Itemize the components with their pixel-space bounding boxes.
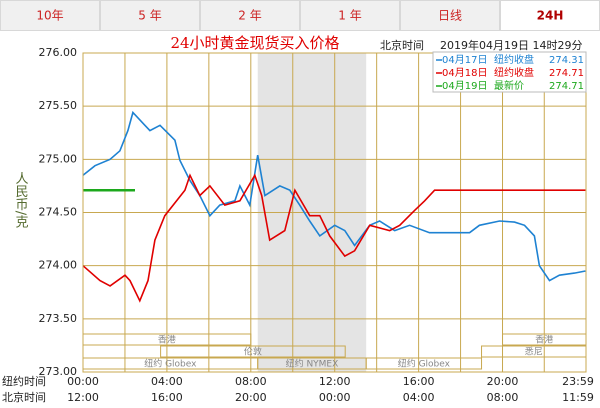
legend-name: 04月17日 [442, 54, 487, 66]
session-label: 悉尼 [525, 346, 543, 358]
tab-label[interactable]: 24H [537, 9, 564, 23]
tab-bar: 10年 5 年 2 年 1 年 日线 24H [0, 0, 600, 31]
x-row-label: 北京时间 [2, 390, 46, 404]
x-tick-label: 00:00 [67, 375, 99, 388]
session-label: 香港 [158, 334, 176, 346]
tab-label[interactable]: 1 年 [338, 9, 361, 23]
tab[interactable] [0, 0, 100, 31]
y-tick-label: 274.00 [39, 259, 78, 272]
x-tick-label-2: 00:00 [319, 391, 351, 404]
legend-value: 274.71 [549, 81, 584, 92]
x-tick-label-2: 12:00 [67, 391, 99, 404]
tab-label[interactable]: 2 年 [238, 9, 261, 23]
x-row-label: 纽约时间 [2, 374, 46, 388]
session-box [365, 357, 483, 370]
tab[interactable] [300, 0, 400, 31]
legend-note: 最新价 [494, 79, 524, 92]
x-tick-label-2: 20:00 [235, 391, 267, 404]
tab[interactable] [100, 0, 200, 31]
x-tick-label: 12:00 [319, 375, 351, 388]
series-line [82, 173, 586, 303]
tab-label[interactable]: 日线 [438, 9, 462, 23]
x-tick-label: 08:00 [235, 375, 267, 388]
session-box [160, 345, 346, 358]
legend-note: 纽约收盘 [494, 53, 534, 66]
x-tick-label: 04:00 [151, 375, 183, 388]
session-label: 伦敦 [244, 346, 262, 358]
y-tick-label: 273.50 [39, 312, 78, 325]
session-label: 香港 [535, 334, 553, 346]
legend-value: 274.71 [549, 68, 584, 79]
timestamp: 2019年04月19日 14时29分 [440, 38, 582, 52]
x-tick-label: 20:00 [487, 375, 519, 388]
y-tick-label: 275.50 [39, 99, 78, 112]
y-tick-label: 273.00 [39, 365, 78, 378]
x-tick-label-2: 11:59 [562, 391, 594, 404]
tab[interactable] [500, 0, 600, 31]
session-label: 纽约 Globex [398, 358, 451, 370]
y-tick-label: 276.00 [39, 46, 78, 59]
time-label: 北京时间 [380, 38, 424, 52]
legend-value: 274.31 [549, 55, 584, 66]
chart-title: 24小时黄金现货买入价格 [170, 34, 339, 52]
tab[interactable] [400, 0, 500, 31]
y-tick-label: 275.00 [39, 152, 78, 165]
legend-note: 纽约收盘 [494, 66, 534, 79]
legend-box [432, 51, 587, 93]
legend-name: 04月18日 [442, 67, 487, 79]
x-tick-label: 23:59 [562, 375, 594, 388]
x-tick-label-2: 08:00 [487, 391, 519, 404]
tab[interactable] [200, 0, 300, 31]
x-tick-label-2: 04:00 [403, 391, 435, 404]
plot-frame [82, 52, 587, 373]
y-axis-title: 人民币/克 [13, 172, 29, 230]
series-line [82, 110, 586, 282]
tab-label[interactable]: 10年 [36, 9, 63, 23]
session-label: 纽约 NYMEX [286, 358, 339, 370]
session-label: 纽约 Globex [144, 358, 197, 370]
tab-label[interactable]: 5 年 [138, 9, 161, 23]
x-tick-label-2: 16:00 [151, 391, 183, 404]
x-tick-label: 16:00 [403, 375, 435, 388]
legend-name: 04月19日 [442, 80, 487, 92]
y-tick-label: 274.50 [39, 206, 78, 219]
